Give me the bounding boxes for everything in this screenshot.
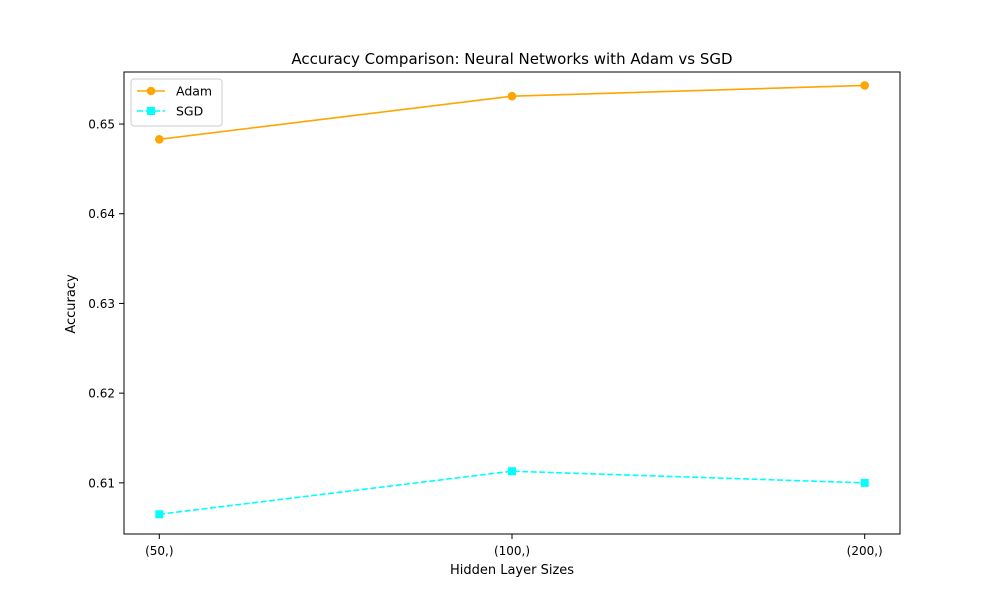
y-tick-label: 0.64 xyxy=(88,207,115,221)
y-axis-label: Accuracy xyxy=(64,274,79,334)
legend-item: Adam xyxy=(137,84,212,99)
data-point xyxy=(860,81,869,90)
data-point xyxy=(155,134,164,144)
legend-marker xyxy=(146,86,156,96)
y-axis-ticks: 0.61 0.62 0.63 0.64 0.65 xyxy=(88,118,124,490)
series-line-sgd xyxy=(159,470,865,516)
data-point xyxy=(507,91,517,101)
x-axis-label: Hidden Layer Sizes xyxy=(450,563,574,578)
chart-title: Accuracy Comparison: Neural Networks wit… xyxy=(291,50,732,68)
legend-label: Adam xyxy=(176,84,212,99)
data-point xyxy=(508,467,516,476)
plot-frame xyxy=(123,71,901,535)
y-tick-label: 0.61 xyxy=(88,476,115,490)
legend: Adam SGD xyxy=(130,78,223,127)
y-tick-label: 0.65 xyxy=(88,118,115,132)
series-adam xyxy=(155,81,869,144)
x-tick-label: (200,) xyxy=(847,544,883,558)
x-tick-label: (100,) xyxy=(494,544,530,558)
data-point xyxy=(155,510,164,519)
series-layer xyxy=(155,81,869,519)
series-sgd xyxy=(155,467,869,519)
legend-item: SGD xyxy=(137,104,203,119)
data-point xyxy=(860,478,869,487)
x-axis-ticks: (50,) (100,) (200,) xyxy=(145,534,883,558)
y-tick-label: 0.63 xyxy=(88,297,115,311)
legend-marker xyxy=(147,107,155,115)
y-tick-label: 0.62 xyxy=(88,387,115,401)
legend-label: SGD xyxy=(176,104,203,119)
x-tick-label: (50,) xyxy=(145,544,173,558)
